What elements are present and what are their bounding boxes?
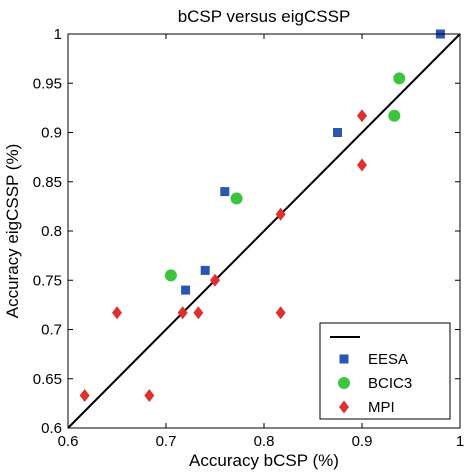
bcic3-point-1: [388, 109, 401, 122]
plot-frame: [67, 33, 461, 429]
reference-line-layer: [67, 33, 461, 429]
legend: EESA BCIC3 MPI: [319, 322, 451, 420]
mpi-point-2: [275, 207, 286, 221]
mpi-point-6: [112, 306, 122, 320]
eesa-point-1: [333, 128, 342, 137]
legend-marker-mpi: [339, 400, 349, 414]
mpi-point-1: [357, 158, 367, 172]
reference-diagonal-line: [67, 33, 461, 429]
y-tick-label-1: 0.65: [33, 371, 62, 388]
bcic3-point-3: [164, 269, 177, 282]
x-tick-label-3: 0.9: [352, 433, 373, 450]
legend-marker-bcic3: [338, 377, 350, 389]
y-tick-label-8: 1: [54, 26, 62, 43]
legend-label-bcic3: BCIC3: [368, 375, 412, 392]
legend-box: [319, 322, 451, 420]
mpi-point-4: [177, 306, 188, 320]
legend-label-eesa: EESA: [368, 351, 408, 368]
mpi-point-8: [79, 388, 90, 402]
y-tick-label-6: 0.9: [41, 125, 62, 142]
y-axis-label: Accuracy eigCSSP (%): [3, 144, 22, 318]
bcic3-point-0: [393, 72, 406, 85]
mpi-point-0: [357, 109, 367, 123]
x-axis-label: Accuracy bCSP (%): [189, 451, 339, 470]
x-tick-label-1: 0.7: [156, 433, 177, 450]
data-points: [79, 29, 445, 402]
y-tick-label-3: 0.75: [33, 272, 62, 289]
eesa-point-2: [220, 187, 230, 197]
x-tick-label-2: 0.8: [254, 433, 275, 450]
mpi-point-7: [275, 306, 286, 320]
chart-title: bCSP versus eigCSSP: [178, 7, 351, 26]
eesa-point-3: [200, 265, 210, 275]
y-tick-label-5: 0.85: [33, 174, 62, 191]
y-tick-label-0: 0.6: [41, 420, 62, 437]
mpi-point-9: [144, 388, 155, 402]
legend-label-mpi: MPI: [368, 399, 395, 416]
x-tick-label-0: 0.6: [58, 433, 79, 450]
y-tick-label-4: 0.8: [41, 223, 62, 240]
x-tick-label-4: 1: [456, 433, 464, 450]
eesa-point-4: [181, 285, 191, 295]
y-tick-label-2: 0.7: [41, 322, 62, 339]
legend-marker-eesa: [339, 354, 349, 364]
mpi-point-3: [210, 273, 220, 287]
mpi-point-5: [193, 306, 204, 320]
bcic3-point-2: [230, 192, 243, 205]
axis-ticks: 0.6 0.7 0.8 0.9 1 0.6 0.65 0.7 0.75 0.8 0.85 0.9 0.9…: [33, 26, 464, 450]
y-tick-label-7: 0.95: [33, 75, 62, 92]
